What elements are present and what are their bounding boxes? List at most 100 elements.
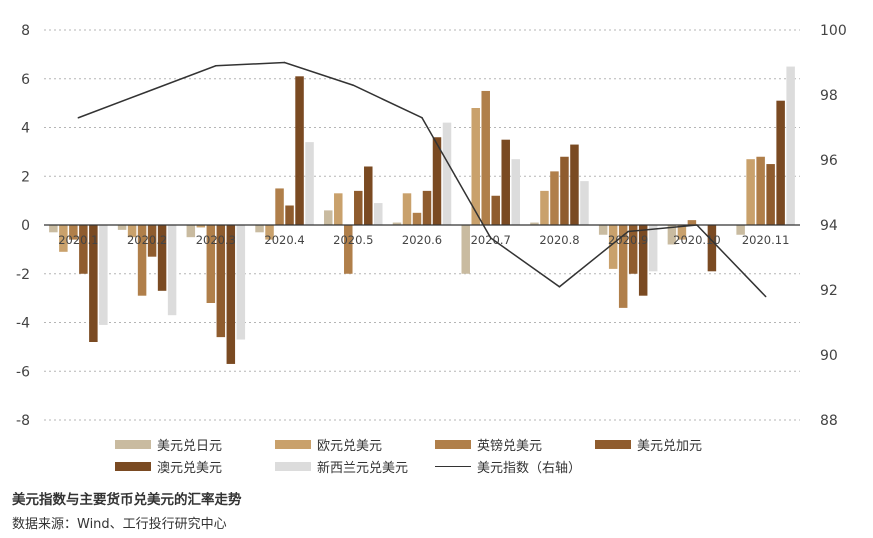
bar-2020.11-s3 bbox=[766, 164, 775, 225]
right-tick-label: 100 bbox=[820, 23, 847, 39]
bar-2020.6-s2 bbox=[412, 212, 422, 225]
figure-caption: 美元指数与主要货币兑美元的汇率走势 bbox=[12, 492, 242, 508]
bar-2020.5-s1 bbox=[334, 193, 343, 225]
bar-2020.2-s4 bbox=[157, 225, 167, 291]
line-point-2020.2 bbox=[146, 90, 148, 93]
category-label: 2020.6 bbox=[402, 233, 442, 247]
legend-item-usdcad: 美元兑加元 bbox=[595, 435, 702, 454]
category-label: 2020.1 bbox=[58, 233, 98, 247]
left-tick-label: 6 bbox=[21, 72, 30, 88]
left-tick-label: -8 bbox=[16, 413, 30, 429]
bar-2020.3-s3 bbox=[216, 225, 226, 338]
bar-2020.4-s0 bbox=[255, 225, 264, 233]
bar-2020.10-s2 bbox=[687, 220, 697, 225]
bar-2020.10-s1 bbox=[677, 225, 687, 240]
bar-2020.6-s1 bbox=[402, 193, 412, 225]
bar-2020.5-s3 bbox=[354, 190, 363, 225]
legend-label: 英镑兑美元 bbox=[477, 439, 543, 454]
bar-2020.7-s4 bbox=[501, 139, 510, 225]
legend-label: 欧元兑美元 bbox=[317, 439, 383, 454]
left-tick-label: 8 bbox=[21, 23, 30, 39]
bar-2020.8-s4 bbox=[570, 144, 579, 225]
bar-2020.6-s4 bbox=[432, 137, 442, 225]
bar-2020.1-s0 bbox=[49, 225, 58, 233]
bar-2020.1-s2 bbox=[69, 225, 78, 240]
bar-2020.1-s5 bbox=[99, 225, 108, 325]
category-label: 2020.9 bbox=[608, 233, 648, 247]
bar-2020.1-s1 bbox=[59, 225, 68, 252]
category-label: 2020.11 bbox=[742, 233, 790, 247]
line-point-2020.11 bbox=[764, 295, 767, 298]
bar-2020.11-s1 bbox=[746, 159, 755, 225]
bar-2020.7-s2 bbox=[481, 90, 490, 225]
bar-2020.9-s4 bbox=[638, 225, 648, 296]
bar-2020.5-s5 bbox=[374, 203, 383, 225]
line-point-2020.1 bbox=[77, 116, 80, 119]
line-point-2020.10 bbox=[696, 224, 698, 226]
left-tick-label: 2 bbox=[21, 169, 30, 185]
category-label: 2020.5 bbox=[333, 233, 373, 247]
legend-item-usdjpy: 美元兑日元 bbox=[115, 435, 222, 454]
legend-swatch bbox=[275, 440, 311, 449]
bar-2020.3-s2 bbox=[206, 225, 216, 303]
left-tick-label: -6 bbox=[16, 364, 30, 380]
right-tick-label: 94 bbox=[820, 218, 838, 234]
bar-2020.7-s3 bbox=[491, 195, 500, 225]
left-tick-label: 0 bbox=[21, 218, 30, 234]
bar-2020.6-s5 bbox=[442, 122, 452, 225]
line-point-2020.8 bbox=[558, 285, 561, 288]
legend-label: 美元兑加元 bbox=[637, 439, 703, 454]
legend-swatch bbox=[275, 462, 311, 471]
category-label: 2020.2 bbox=[127, 233, 167, 247]
legend-item-dollar-index: 美元指数（右轴） bbox=[435, 457, 581, 476]
legend-label: 美元兑日元 bbox=[157, 439, 223, 454]
legend-swatch bbox=[115, 462, 151, 471]
bar-2020.1-s4 bbox=[89, 225, 98, 342]
category-label: 2020.4 bbox=[264, 233, 304, 247]
bar-2020.8-s0 bbox=[530, 222, 539, 225]
bar-2020.6-s3 bbox=[422, 190, 432, 225]
line-point-2020.3 bbox=[215, 64, 217, 67]
bar-2020.4-s4 bbox=[295, 76, 304, 225]
right-tick-label: 92 bbox=[820, 283, 838, 299]
line-point-2020.9 bbox=[627, 230, 629, 233]
bar-2020.7-s1 bbox=[471, 108, 480, 225]
legend-label: 新西兰元兑美元 bbox=[317, 461, 409, 476]
bar-2020.11-s4 bbox=[776, 100, 785, 225]
legend-swatch bbox=[595, 440, 631, 449]
bar-2020.5-s0 bbox=[324, 210, 333, 225]
legend-label: 澳元兑美元 bbox=[157, 461, 223, 476]
bar-2020.4-s1 bbox=[265, 225, 274, 240]
bar-2020.7-s5 bbox=[511, 159, 520, 225]
category-labels: 2020.1 2020.2 2020.3 2020.4 2020.5 2020.6 2020… bbox=[58, 233, 789, 247]
bar-2020.3-s1 bbox=[196, 225, 206, 228]
right-tick-label: 96 bbox=[820, 153, 838, 169]
right-axis-labels: 100 98 96 94 92 90 88 bbox=[820, 23, 847, 429]
bar-2020.3-s0 bbox=[186, 225, 196, 238]
bar-2020.2-s1 bbox=[127, 225, 137, 238]
category-label: 2020.8 bbox=[539, 233, 579, 247]
bar-2020.4-s2 bbox=[275, 188, 284, 225]
bar-2020.1-s3 bbox=[79, 225, 88, 274]
category-label: 2020.7 bbox=[471, 233, 511, 247]
legend-item-nzdusd: 新西兰元兑美元 bbox=[275, 457, 408, 476]
left-axis-labels: 8 6 4 2 0 -2 -4 -6 -8 bbox=[16, 23, 30, 429]
bar-2020.4-s5 bbox=[305, 142, 314, 225]
bar-2020.11-s2 bbox=[756, 156, 765, 225]
right-tick-label: 88 bbox=[820, 413, 838, 429]
bar-2020.4-s3 bbox=[285, 205, 294, 225]
bar-2020.3-s4 bbox=[226, 225, 236, 364]
bar-2020.9-s5 bbox=[648, 225, 658, 272]
legend-item-gbpusd: 英镑兑美元 bbox=[435, 435, 542, 454]
bar-2020.8-s1 bbox=[540, 190, 549, 225]
bar-2020.9-s2 bbox=[618, 225, 628, 308]
gridlines bbox=[44, 29, 800, 421]
legend-item-eurusd: 欧元兑美元 bbox=[275, 435, 382, 454]
dollar-index-polyline bbox=[78, 61, 767, 298]
bars bbox=[49, 66, 795, 364]
bar-2020.8-s3 bbox=[560, 156, 569, 225]
left-tick-label: 4 bbox=[21, 121, 30, 137]
legend-item-audusd: 澳元兑美元 bbox=[115, 457, 222, 476]
left-tick-label: -2 bbox=[16, 267, 30, 283]
bar-2020.7-s0 bbox=[461, 225, 470, 274]
